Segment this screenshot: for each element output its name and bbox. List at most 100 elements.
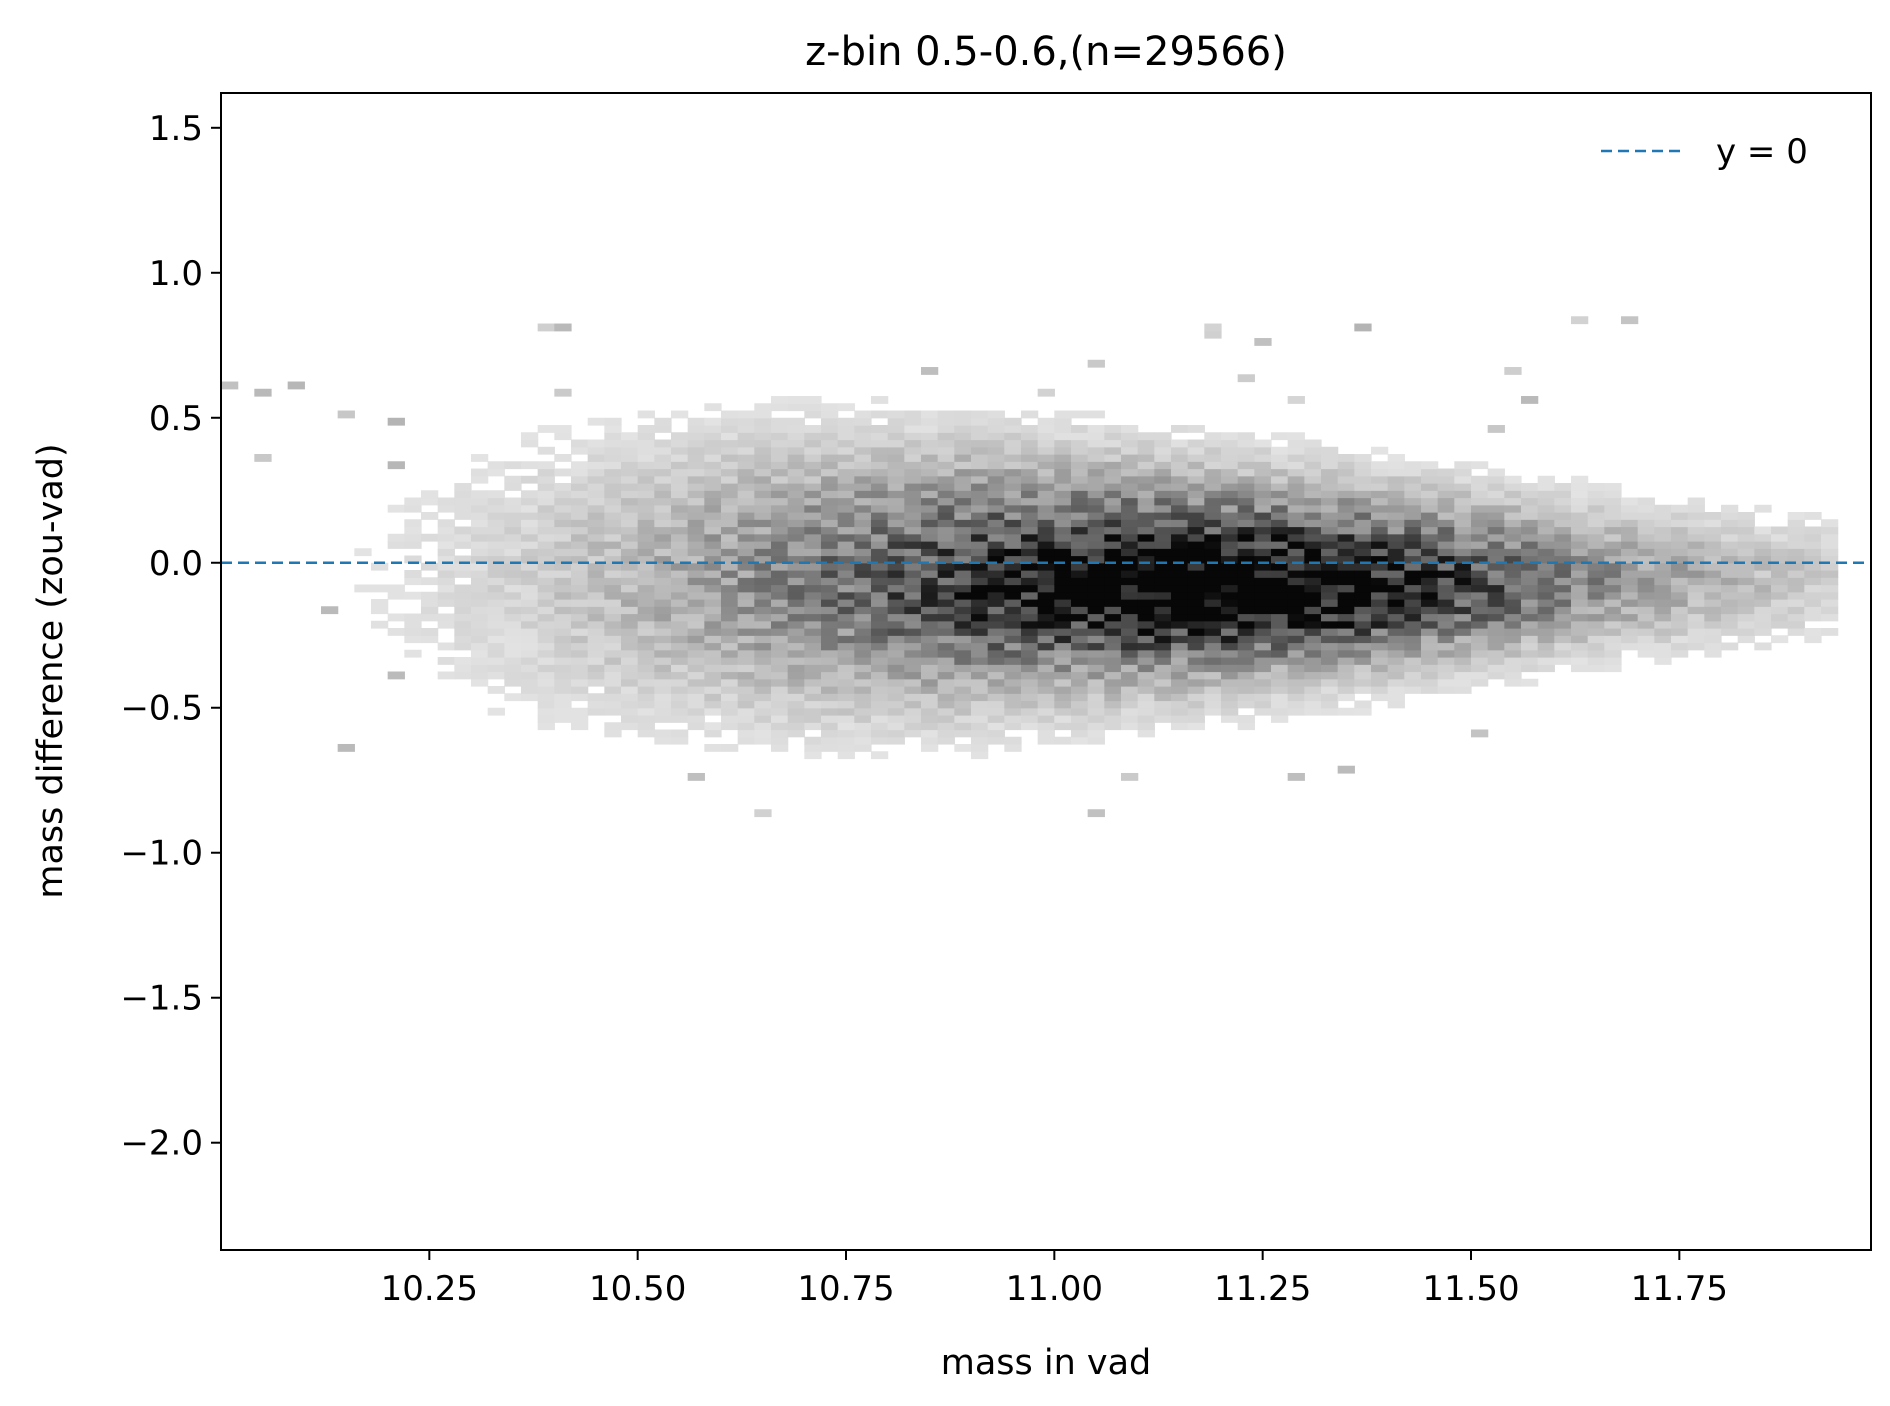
heatmap-cell xyxy=(1737,635,1755,644)
heatmap-cell xyxy=(1804,533,1822,542)
heatmap-cell xyxy=(904,693,922,702)
heatmap-cell xyxy=(554,591,572,600)
heatmap-cell xyxy=(921,555,939,564)
heatmap-cell xyxy=(1321,504,1339,513)
heatmap-cell xyxy=(687,548,705,557)
heatmap-cell xyxy=(1187,649,1205,658)
heatmap-cell xyxy=(1321,606,1339,615)
heatmap-cell xyxy=(904,562,922,571)
heatmap-cell xyxy=(937,483,955,491)
heatmap-cell xyxy=(1171,454,1189,462)
heatmap-cell xyxy=(654,671,672,680)
heatmap-cell xyxy=(1154,541,1172,549)
heatmap-cell xyxy=(1137,700,1155,709)
heatmap-cell xyxy=(454,541,472,549)
heatmap-cell xyxy=(1604,541,1622,549)
heatmap-cell xyxy=(1521,562,1539,571)
heatmap-cell xyxy=(704,628,722,636)
heatmap-cell xyxy=(1554,497,1572,506)
heatmap-cell xyxy=(1404,606,1422,615)
heatmap-cell xyxy=(871,736,889,745)
heatmap-cell xyxy=(871,751,889,760)
heatmap-cell xyxy=(1504,504,1522,513)
heatmap-cell xyxy=(737,432,755,441)
heatmap-cell xyxy=(904,715,922,723)
heatmap-cell xyxy=(1454,497,1472,506)
heatmap-cell xyxy=(1087,570,1105,578)
heatmap-cell xyxy=(1054,606,1072,615)
heatmap-cell xyxy=(987,454,1005,462)
heatmap-cell xyxy=(1204,533,1222,542)
heatmap-cell xyxy=(571,468,589,477)
heatmap-cell xyxy=(971,562,989,571)
heatmap-cell xyxy=(754,475,772,484)
heatmap-cell xyxy=(987,526,1005,535)
heatmap-cell xyxy=(1187,606,1205,615)
heatmap-cell xyxy=(1004,417,1022,426)
heatmap-cell xyxy=(537,649,555,658)
heatmap-cell xyxy=(821,577,839,586)
heatmap-cell xyxy=(821,628,839,636)
heatmap-cell xyxy=(1721,613,1739,622)
heatmap-cell xyxy=(1587,642,1605,651)
heatmap-cell xyxy=(471,562,489,571)
heatmap-cell xyxy=(804,678,822,687)
heatmap-cell xyxy=(1087,446,1105,455)
heatmap-cell xyxy=(1487,548,1505,557)
heatmap-cell xyxy=(1137,432,1155,441)
heatmap-cell xyxy=(987,519,1005,528)
heatmap-cell xyxy=(587,693,605,702)
heatmap-cell xyxy=(487,562,505,571)
heatmap-cell xyxy=(1454,657,1472,665)
heatmap-cell xyxy=(521,555,539,564)
heatmap-cell xyxy=(1021,620,1039,629)
heatmap-cell xyxy=(737,504,755,513)
heatmap-cell xyxy=(1154,664,1172,673)
heatmap-cell xyxy=(837,591,855,600)
heatmap-cell xyxy=(1821,541,1839,549)
heatmap-cell xyxy=(1154,468,1172,477)
heatmap-cell xyxy=(1087,809,1105,818)
heatmap-cell xyxy=(1087,461,1105,470)
heatmap-cell xyxy=(1171,483,1189,491)
heatmap-cell xyxy=(1437,584,1455,593)
heatmap-cell xyxy=(554,454,572,462)
heatmap-cell xyxy=(771,577,789,586)
heatmap-cell xyxy=(1021,468,1039,477)
heatmap-cell xyxy=(1771,541,1789,549)
heatmap-cell xyxy=(887,475,905,484)
heatmap-cell xyxy=(971,671,989,680)
heatmap-cell xyxy=(937,533,955,542)
heatmap-cell xyxy=(1787,584,1805,593)
heatmap-cell xyxy=(487,490,505,499)
heatmap-cell xyxy=(1254,620,1272,629)
heatmap-cell xyxy=(604,541,622,549)
heatmap-cell xyxy=(1171,686,1189,694)
heatmap-cell xyxy=(671,454,689,462)
heatmap-cell xyxy=(1287,693,1305,702)
heatmap-cell xyxy=(804,751,822,760)
heatmap-cell xyxy=(1487,570,1505,578)
heatmap-cell xyxy=(587,628,605,636)
heatmap-cell xyxy=(937,620,955,629)
heatmap-cell xyxy=(1304,635,1322,644)
heatmap-cell xyxy=(1471,512,1489,520)
heatmap-cell xyxy=(1221,555,1239,564)
heatmap-cell xyxy=(971,743,989,752)
heatmap-cell xyxy=(1554,591,1572,600)
heatmap-cell xyxy=(1104,461,1122,470)
heatmap-cell xyxy=(987,468,1005,477)
heatmap-cell xyxy=(587,461,605,470)
heatmap-cell xyxy=(604,591,622,600)
heatmap-cell xyxy=(871,541,889,549)
heatmap-cell xyxy=(337,743,355,752)
heatmap-cell xyxy=(837,461,855,470)
heatmap-cell xyxy=(971,526,989,535)
heatmap-cell xyxy=(487,606,505,615)
heatmap-cell xyxy=(1087,512,1105,520)
heatmap-cell xyxy=(1121,461,1139,470)
heatmap-cell xyxy=(471,512,489,520)
heatmap-cell xyxy=(904,512,922,520)
heatmap-cell xyxy=(621,483,639,491)
heatmap-cell xyxy=(937,584,955,593)
